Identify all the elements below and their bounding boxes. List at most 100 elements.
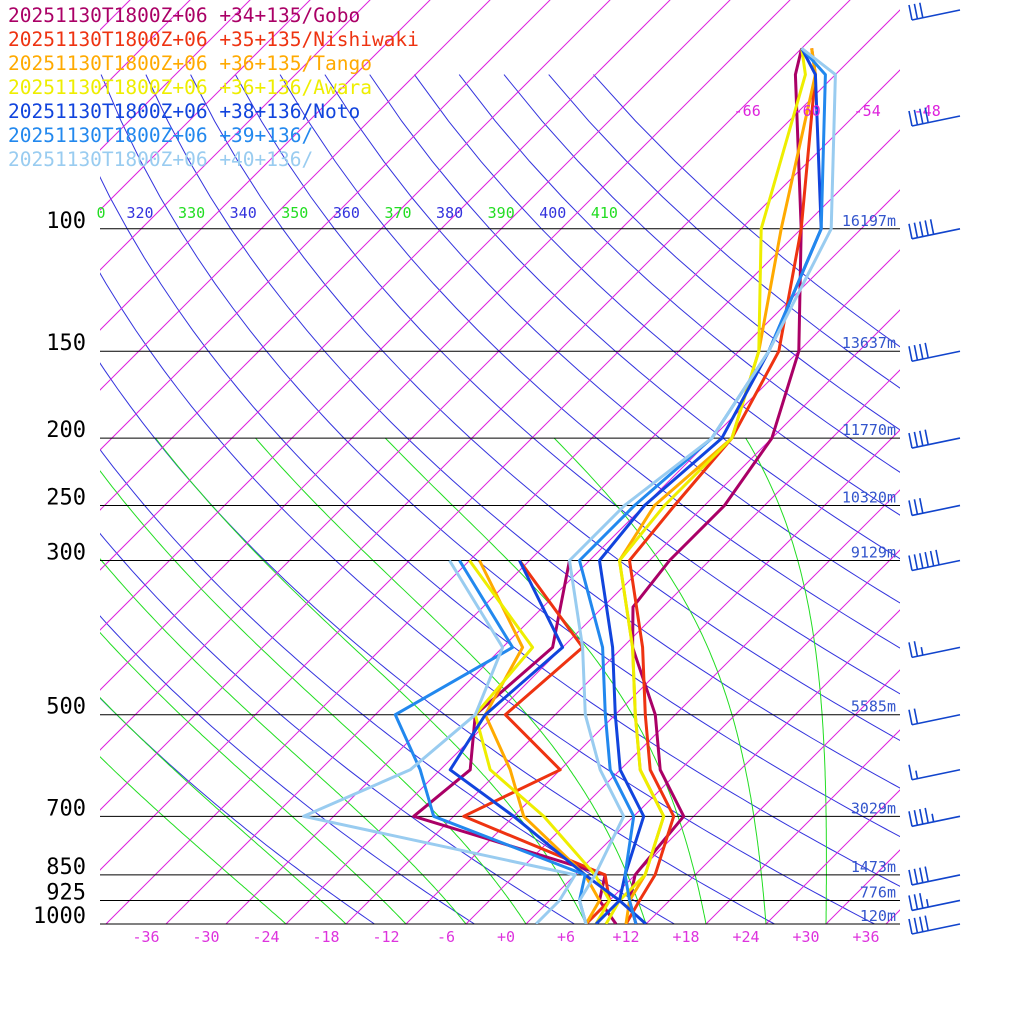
wind-barb-shaft <box>911 504 961 517</box>
legend: 20251130T1800Z+06 +34+135/Gobo 20251130T1… <box>8 4 419 172</box>
wind-barb-shaft <box>911 874 961 886</box>
theta-label: 400 <box>539 204 566 222</box>
temperature-line-2 <box>624 48 817 924</box>
wind-barb-flag <box>913 708 919 724</box>
x-tick-label: -30 <box>192 928 219 946</box>
legend-entry-1: 20251130T1800Z+06 +34+135/Gobo <box>8 4 361 27</box>
x-tick-label: -18 <box>312 928 339 946</box>
wind-barb-flag <box>913 222 919 238</box>
wind-barb-shaft <box>911 768 961 781</box>
temperature-line-7 <box>568 47 837 924</box>
wind-barb-flag <box>924 342 929 359</box>
wind-barb-shaft <box>911 646 961 659</box>
wind-barb-half-flag <box>931 813 935 822</box>
wind-barb <box>908 429 961 449</box>
dry-adiabat-line <box>100 272 875 924</box>
wind-barb-flag <box>919 430 924 446</box>
dewpoint-line-3 <box>478 559 601 924</box>
wind-barb-flag <box>919 343 924 360</box>
sounding-series <box>302 47 837 924</box>
wind-barb <box>908 915 961 935</box>
moist-adiabat-line <box>100 696 347 924</box>
x-tick-label: +6 <box>557 928 575 946</box>
theta-label: 0 <box>96 204 105 222</box>
isotherm-line <box>825 849 900 924</box>
x-tick-label: +30 <box>792 928 819 946</box>
wind-barb <box>908 641 961 659</box>
wind-barb <box>908 107 961 127</box>
x-tick-label: -24 <box>252 928 279 946</box>
wind-barb-flag <box>919 108 924 124</box>
theta-label: 410 <box>591 204 618 222</box>
wind-barb <box>908 219 961 240</box>
wind-barb-flag <box>908 709 913 725</box>
wind-barb <box>908 893 961 912</box>
wind-barb-flag <box>908 918 913 935</box>
wind-barb-half-flag <box>915 770 919 779</box>
height-label: 3029m <box>851 799 896 817</box>
height-label: 10320m <box>842 488 896 506</box>
wind-barb-flag <box>935 549 940 566</box>
dry-adiabat-line <box>100 532 575 924</box>
isotherm-line <box>946 0 1024 924</box>
wind-barb-flag <box>913 641 919 657</box>
wind-barb <box>908 708 961 726</box>
wind-barb-half-flag <box>925 898 929 908</box>
height-label: 1473m <box>851 858 896 876</box>
wind-barb <box>908 764 961 781</box>
wind-barb-flag <box>924 107 929 123</box>
isotherm-label: -54 <box>854 102 881 120</box>
moist-adiabat-line <box>553 437 767 924</box>
isotherm-line <box>100 0 311 211</box>
pressure-label: 300 <box>46 541 86 566</box>
pressure-label: 500 <box>46 695 86 720</box>
wind-barb-flag <box>908 4 913 21</box>
isotherm-line <box>1006 0 1024 924</box>
pressure-label: 850 <box>46 855 86 880</box>
dewpoint-line-1 <box>412 560 618 924</box>
theta-label: 370 <box>384 204 411 222</box>
wind-barb-flag <box>913 3 919 20</box>
wind-barb-flag <box>908 110 913 127</box>
height-label: 776m <box>860 883 896 901</box>
pressure-label: 1000 <box>33 904 86 929</box>
isotherm-line <box>100 0 371 271</box>
wind-barb-shaft <box>911 9 961 21</box>
dry-adiabat-line <box>279 74 900 649</box>
isotherm-label: -66 <box>734 102 761 120</box>
wind-barb <box>908 807 961 828</box>
x-tick-label: -12 <box>372 928 399 946</box>
wind-barb-flag <box>924 551 929 568</box>
moist-adiabat-line <box>100 631 407 924</box>
wind-barb-flag <box>913 344 919 361</box>
legend-entry-3: 20251130T1800Z+06 +36+135/Tango <box>8 52 372 75</box>
legend-entry-4: 20251130T1800Z+06 +36+136/Awara <box>8 76 372 99</box>
x-tick-label: -6 <box>437 928 455 946</box>
height-label: 9129m <box>851 544 896 562</box>
dry-adiabat-line <box>458 74 900 473</box>
wind-barb-flag <box>908 555 913 571</box>
wind-barb-shaft <box>911 713 961 726</box>
wind-barb-flag <box>919 221 924 237</box>
moist-adiabat-line <box>100 470 527 924</box>
wind-barb-shaft <box>911 559 961 572</box>
isotherm-line <box>885 909 900 924</box>
dewpoint-line-7 <box>302 559 577 924</box>
moist-adiabat-line <box>100 558 467 924</box>
pressure-label: 250 <box>46 485 86 510</box>
isotherm-line <box>100 0 431 331</box>
dry-adiabat-grid <box>100 74 900 924</box>
wind-barb-flag <box>919 2 924 18</box>
wind-barb-shaft <box>911 350 961 363</box>
wind-barb <box>908 2 961 21</box>
height-label: 5585m <box>851 698 896 716</box>
isotherm-line <box>705 729 900 924</box>
legend-entry-6: 20251130T1800Z+06 +39+136/ <box>8 124 314 147</box>
pressure-label: 925 <box>46 880 86 905</box>
wind-barb-flag <box>919 808 924 825</box>
wind-barb-flag <box>913 109 919 126</box>
dry-adiabat-line <box>234 74 900 695</box>
dry-adiabat-line <box>145 74 900 789</box>
theta-label: 390 <box>488 204 515 222</box>
